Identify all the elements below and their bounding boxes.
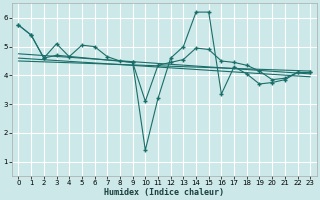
X-axis label: Humidex (Indice chaleur): Humidex (Indice chaleur) [104,188,224,197]
